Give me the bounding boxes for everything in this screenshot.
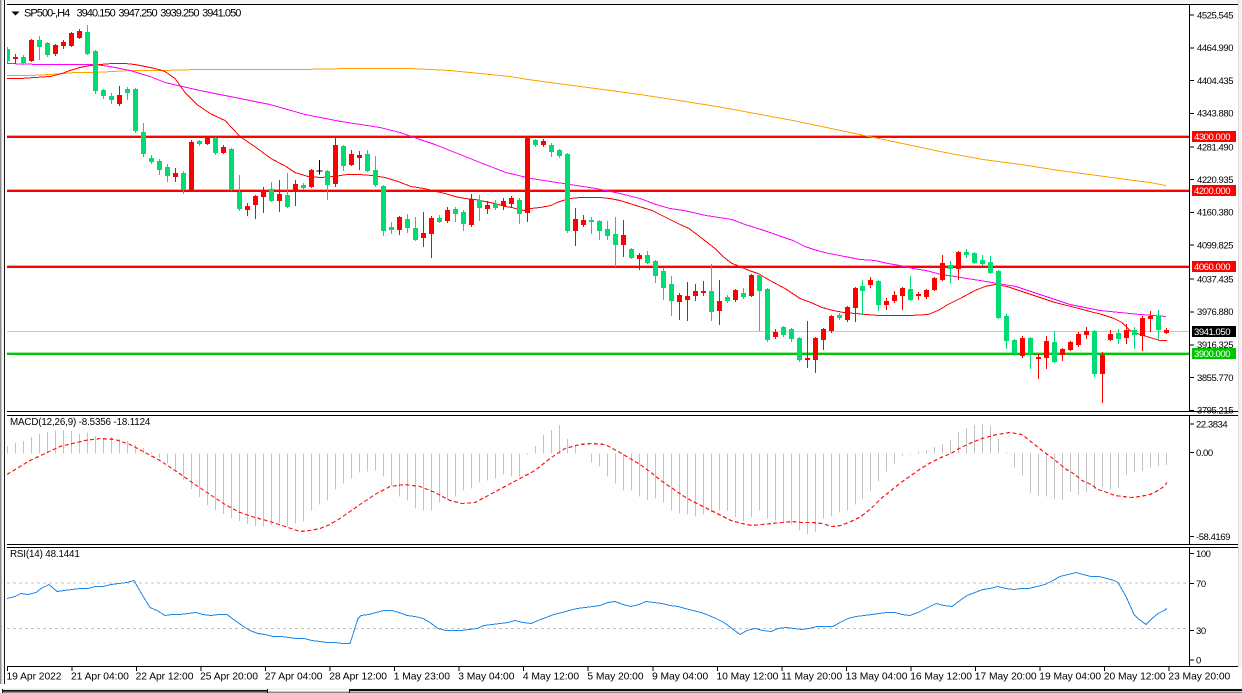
svg-text:3941.050: 3941.050 <box>1194 327 1230 338</box>
svg-text:4343.880: 4343.880 <box>1197 109 1233 120</box>
svg-text:27 Apr 04:00: 27 Apr 04:00 <box>265 672 323 683</box>
svg-text:3795.215: 3795.215 <box>1197 406 1233 417</box>
svg-text:0: 0 <box>1196 655 1201 666</box>
svg-text:16 May 12:00: 16 May 12:00 <box>910 672 972 683</box>
svg-text:21 Apr 04:00: 21 Apr 04:00 <box>71 672 129 683</box>
svg-text:SP500-,H4 3940.150 3947.250 3: SP500-,H4 3940.150 3947.250 3939.250 394… <box>24 8 241 20</box>
svg-text:25 Apr 20:00: 25 Apr 20:00 <box>200 672 258 683</box>
svg-text:-58.4169: -58.4169 <box>1196 532 1230 543</box>
svg-text:4464.990: 4464.990 <box>1197 43 1233 54</box>
svg-text:4220.935: 4220.935 <box>1197 175 1233 186</box>
svg-text:0.00: 0.00 <box>1196 448 1213 459</box>
svg-text:3916.325: 3916.325 <box>1197 340 1233 351</box>
svg-text:3855.770: 3855.770 <box>1197 373 1233 384</box>
svg-text:3976.880: 3976.880 <box>1197 307 1233 318</box>
svg-text:4525.545: 4525.545 <box>1197 11 1233 22</box>
svg-text:19 Apr 2022: 19 Apr 2022 <box>7 672 62 683</box>
svg-text:20 May 12:00: 20 May 12:00 <box>1104 672 1166 683</box>
svg-text:4099.825: 4099.825 <box>1197 240 1233 251</box>
svg-text:4300.000: 4300.000 <box>1194 132 1230 143</box>
svg-text:9 May 04:00: 9 May 04:00 <box>652 672 708 683</box>
svg-text:13 May 04:00: 13 May 04:00 <box>846 672 908 683</box>
svg-text:19 May 04:00: 19 May 04:00 <box>1039 672 1101 683</box>
svg-text:MACD(12,26,9) -8.5356 -18.1124: MACD(12,26,9) -8.5356 -18.1124 <box>10 417 151 428</box>
svg-text:4037.435: 4037.435 <box>1197 274 1233 285</box>
svg-text:4160.380: 4160.380 <box>1197 208 1233 219</box>
svg-text:4060.000: 4060.000 <box>1194 262 1230 273</box>
svg-text:11 May 20:00: 11 May 20:00 <box>781 672 842 683</box>
svg-text:23 May 20:00: 23 May 20:00 <box>1168 672 1230 683</box>
svg-text:100: 100 <box>1196 549 1211 560</box>
svg-text:4 May 12:00: 4 May 12:00 <box>523 672 579 683</box>
svg-text:22.3834: 22.3834 <box>1196 419 1227 430</box>
svg-text:28 Apr 12:00: 28 Apr 12:00 <box>329 672 387 683</box>
svg-text:4404.435: 4404.435 <box>1197 76 1233 87</box>
svg-text:4281.490: 4281.490 <box>1197 142 1233 153</box>
svg-text:4200.000: 4200.000 <box>1194 186 1230 197</box>
svg-text:5 May 20:00: 5 May 20:00 <box>587 672 643 683</box>
svg-text:3900.000: 3900.000 <box>1194 349 1230 360</box>
svg-text:30: 30 <box>1196 626 1206 637</box>
svg-text:3 May 04:00: 3 May 04:00 <box>458 672 514 683</box>
svg-text:RSI(14) 48.1441: RSI(14) 48.1441 <box>10 549 80 560</box>
svg-text:70: 70 <box>1196 579 1206 590</box>
svg-text:1 May 23:00: 1 May 23:00 <box>394 672 450 683</box>
svg-text:17 May 20:00: 17 May 20:00 <box>975 672 1037 683</box>
svg-text:22 Apr 12:00: 22 Apr 12:00 <box>136 672 194 683</box>
svg-text:10 May 12:00: 10 May 12:00 <box>717 672 779 683</box>
